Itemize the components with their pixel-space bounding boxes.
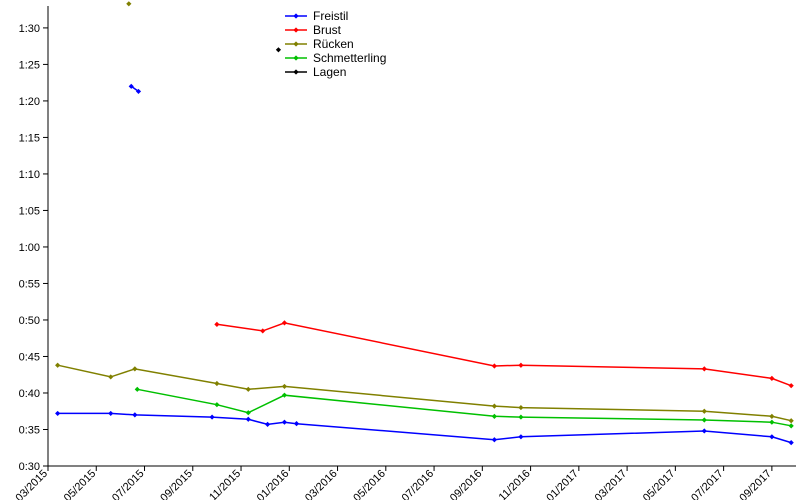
legend-label: Freistil [313,9,348,23]
y-tick-label: 0:35 [19,424,40,436]
y-tick-label: 1:20 [19,96,40,108]
y-tick-label: 0:55 [19,278,40,290]
y-tick-label: 1:05 [19,205,40,217]
y-tick-label: 0:50 [19,315,40,327]
y-tick-label: 0:40 [19,388,40,400]
legend-label: Schmetterling [313,51,386,65]
chart-svg: 0:300:350:400:450:500:551:001:051:101:15… [0,0,800,500]
legend-label: Lagen [313,65,346,79]
legend-label: Rücken [313,37,354,51]
y-tick-label: 1:10 [19,169,40,181]
y-tick-label: 0:45 [19,351,40,363]
legend-label: Brust [313,23,342,37]
y-tick-label: 1:00 [19,242,40,254]
y-tick-label: 1:15 [19,132,40,144]
swim-times-chart: 0:300:350:400:450:500:551:001:051:101:15… [0,0,800,500]
y-tick-label: 1:30 [19,23,40,35]
y-tick-label: 1:25 [19,59,40,71]
